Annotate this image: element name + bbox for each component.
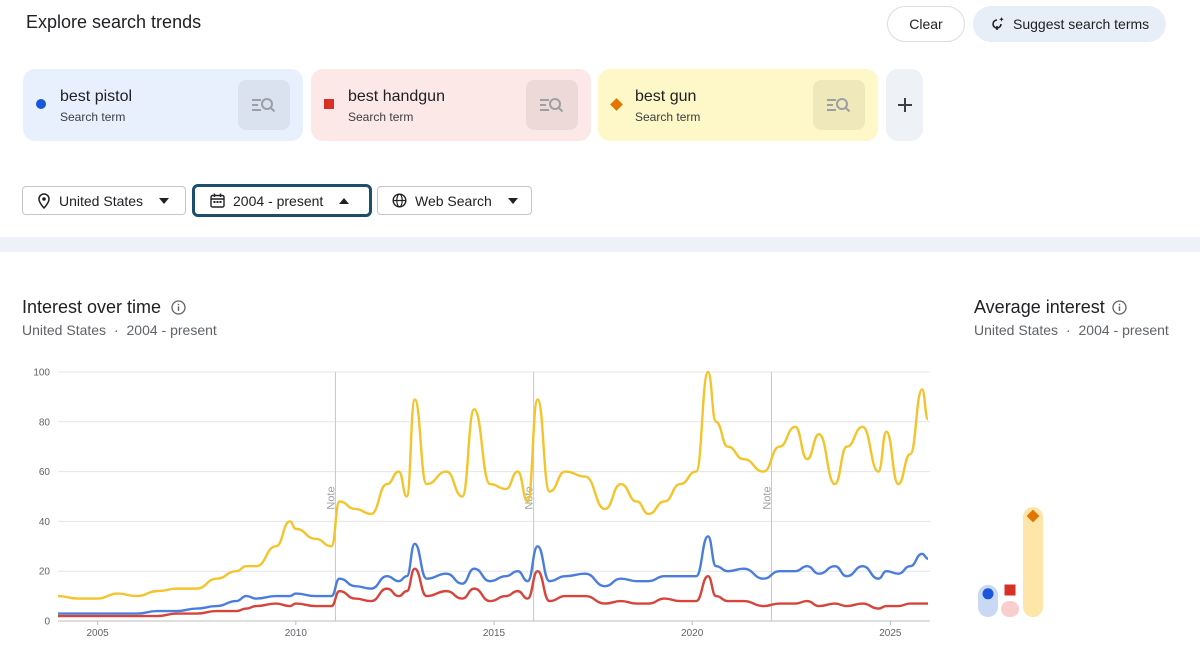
subtitle-region: United States — [22, 322, 107, 338]
series-line-1 — [58, 567, 929, 618]
y-tick-label: 40 — [39, 517, 51, 528]
interest-over-time-title: Interest over time — [22, 297, 162, 317]
region-value: United States — [59, 192, 144, 209]
add-term-button[interactable] — [886, 69, 923, 141]
square-marker-icon — [324, 99, 334, 109]
note-label[interactable]: Note — [761, 486, 773, 509]
interest-over-time-subtitle: United States · 2004 - present — [22, 322, 217, 338]
x-tick-label: 2025 — [879, 628, 902, 639]
average-interest-chart — [978, 507, 1043, 617]
term-card-best-gun[interactable]: best gun Search term — [598, 69, 878, 141]
avg-bar-track — [1023, 507, 1043, 617]
term-name: best pistol — [60, 88, 133, 105]
calendar-icon — [210, 193, 225, 208]
term-card-best-handgun[interactable]: best handgun Search term — [311, 69, 591, 141]
property-filter[interactable]: Web Search — [377, 186, 532, 215]
subtitle-separator: · — [1065, 322, 1071, 338]
average-interest-subtitle: United States · 2004 - present — [974, 322, 1169, 338]
x-tick-label: 2010 — [285, 628, 308, 639]
info-icon[interactable] — [1112, 300, 1127, 315]
term-name: best gun — [635, 88, 697, 105]
avg-marker-circle — [982, 588, 994, 600]
y-tick-label: 60 — [39, 467, 51, 478]
x-tick-label: 2020 — [681, 628, 704, 639]
subtitle-region: United States — [974, 322, 1059, 338]
y-tick-label: 0 — [44, 617, 50, 628]
note-label[interactable]: Note — [325, 486, 337, 509]
subtitle-period: 2004 - present — [126, 322, 217, 338]
interest-over-time-chart: 0 20 40 60 80 100 2005 2010 2015 2020 2025 Note Note… — [33, 368, 930, 639]
term-subtitle: Search term — [348, 110, 414, 124]
series-line-0 — [57, 535, 929, 615]
globe-icon — [392, 193, 407, 208]
caret-down-icon — [507, 197, 518, 204]
y-tick-label: 80 — [39, 417, 51, 428]
circle-marker-icon — [36, 99, 46, 109]
y-tick-label: 20 — [39, 567, 51, 578]
clear-button[interactable]: Clear — [887, 6, 965, 42]
diamond-marker-icon — [610, 98, 623, 111]
sparkle-icon — [992, 17, 1004, 30]
suggest-search-terms-button[interactable]: Suggest search terms — [973, 6, 1166, 42]
x-tick-label: 2015 — [483, 628, 506, 639]
suggest-label: Suggest search terms — [1013, 16, 1150, 32]
subtitle-period: 2004 - present — [1078, 322, 1169, 338]
time-range-value: 2004 - present — [233, 192, 324, 209]
term-subtitle: Search term — [60, 110, 126, 124]
term-name: best handgun — [348, 88, 445, 105]
avg-marker-square — [1004, 584, 1016, 596]
search-explore-icon[interactable] — [813, 80, 865, 130]
y-tick-label: 100 — [33, 368, 50, 379]
caret-up-icon — [339, 197, 350, 204]
search-explore-icon[interactable] — [526, 80, 578, 130]
avg-bar-track — [1001, 601, 1019, 617]
term-card-best-pistol[interactable]: best pistol Search term — [23, 69, 303, 141]
property-value: Web Search — [415, 192, 492, 209]
caret-down-icon — [159, 197, 170, 204]
plus-icon — [897, 98, 912, 112]
time-range-filter[interactable]: 2004 - present — [192, 184, 372, 217]
series-line-2 — [57, 370, 930, 600]
region-filter[interactable]: United States — [22, 186, 186, 215]
average-interest-title: Average interest — [974, 297, 1105, 317]
page-title: Explore search trends — [26, 12, 202, 32]
info-icon[interactable] — [171, 300, 186, 315]
search-explore-icon[interactable] — [238, 80, 290, 130]
location-pin-icon — [38, 192, 50, 209]
term-subtitle: Search term — [635, 110, 701, 124]
section-divider — [0, 237, 1200, 252]
subtitle-separator: · — [113, 322, 119, 338]
x-tick-label: 2005 — [87, 628, 110, 639]
